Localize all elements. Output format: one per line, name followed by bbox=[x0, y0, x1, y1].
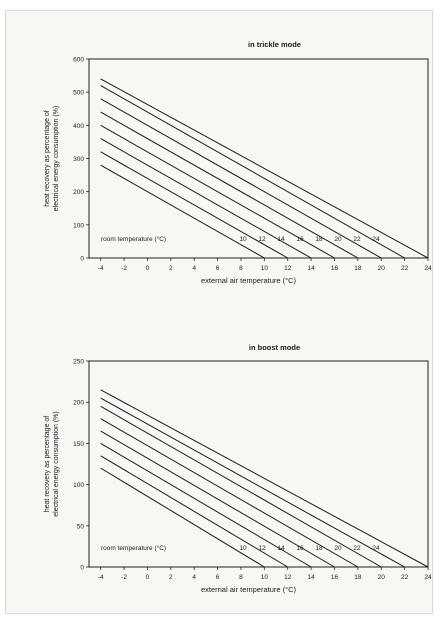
y-tick-label: 100 bbox=[73, 222, 84, 229]
x-tick-label: -2 bbox=[121, 574, 127, 581]
series-label-22: 22 bbox=[353, 545, 361, 552]
chart-title: in boost mode bbox=[249, 343, 300, 352]
y-axis-label-line-2: electrical energy consumption (%) bbox=[53, 411, 60, 516]
series-label-24: 24 bbox=[372, 236, 380, 243]
x-tick-label: -2 bbox=[121, 265, 127, 272]
series-line-14 bbox=[100, 442, 312, 568]
x-tick-label: 22 bbox=[401, 265, 409, 272]
series-label-10: 10 bbox=[239, 236, 247, 243]
y-axis-label-line-1: heat recovery as percentage of bbox=[44, 110, 51, 207]
series-line-18 bbox=[100, 418, 359, 568]
room-temperature-annotation: room temperature (°C) bbox=[101, 544, 166, 552]
series-label-18: 18 bbox=[315, 236, 323, 243]
series-label-16: 16 bbox=[296, 236, 304, 243]
x-tick-label: 18 bbox=[354, 265, 362, 272]
y-tick-label: 400 bbox=[73, 123, 84, 130]
x-tick-label: -4 bbox=[98, 265, 104, 272]
chart-sheet: in trickle mode 0 100 200 300 400 500 600 -4 -2 0 2… bbox=[5, 10, 433, 614]
plot-frame bbox=[88, 360, 429, 568]
x-tick-label: -4 bbox=[98, 574, 104, 581]
y-axis-label-line-1: heat recovery as percentage of bbox=[44, 416, 51, 513]
series-line-10 bbox=[100, 164, 265, 259]
series-line-16 bbox=[100, 124, 335, 259]
y-tick-label: 500 bbox=[73, 90, 84, 97]
series-line-20 bbox=[100, 405, 382, 568]
series-label-20: 20 bbox=[334, 545, 342, 552]
series-label-22: 22 bbox=[353, 236, 361, 243]
y-tick-label: 200 bbox=[73, 400, 84, 407]
x-tick-label: 22 bbox=[401, 574, 409, 581]
series-line-22 bbox=[100, 85, 405, 259]
x-tick-label: 18 bbox=[354, 574, 362, 581]
y-tick-label: 0 bbox=[80, 565, 84, 572]
y-tick-label: 0 bbox=[80, 256, 84, 263]
chart-title: in trickle mode bbox=[248, 40, 301, 49]
x-tick-label: 0 bbox=[146, 574, 150, 581]
series-line-12 bbox=[100, 455, 288, 568]
series-label-20: 20 bbox=[334, 236, 342, 243]
x-tick-label: 20 bbox=[378, 265, 386, 272]
x-tick-label: 2 bbox=[169, 265, 173, 272]
room-temperature-annotation: room temperature (°C) bbox=[101, 235, 166, 243]
series-line-20 bbox=[100, 98, 382, 259]
x-tick-label: 12 bbox=[284, 265, 292, 272]
x-tick-label: 0 bbox=[146, 265, 150, 272]
x-tick-label: 16 bbox=[331, 574, 339, 581]
x-tick-label: 6 bbox=[216, 574, 220, 581]
x-tick-label: 6 bbox=[216, 265, 220, 272]
x-tick-label: 10 bbox=[261, 574, 269, 581]
series-line-24 bbox=[100, 78, 429, 259]
series-label-18: 18 bbox=[315, 545, 323, 552]
x-tick-label: 8 bbox=[239, 265, 243, 272]
series-line-10 bbox=[100, 467, 265, 568]
y-axis-label: heat recovery as percentage of electrical… bbox=[44, 106, 60, 211]
y-tick-label: 150 bbox=[73, 441, 84, 448]
y-axis-label-line-2: electrical energy consumption (%) bbox=[53, 106, 60, 211]
series-line-22 bbox=[100, 397, 405, 568]
series-label-10: 10 bbox=[239, 545, 247, 552]
series-line-24 bbox=[100, 389, 429, 568]
x-tick-label: 8 bbox=[239, 574, 243, 581]
series-label-12: 12 bbox=[258, 236, 266, 243]
y-tick-label: 50 bbox=[77, 523, 85, 530]
series-label-14: 14 bbox=[277, 545, 285, 552]
x-tick-label: 12 bbox=[284, 574, 292, 581]
series-line-18 bbox=[100, 111, 359, 259]
y-tick-label: 100 bbox=[73, 482, 84, 489]
series-label-24: 24 bbox=[372, 545, 380, 552]
x-tick-label: 24 bbox=[424, 265, 432, 272]
y-tick-label: 200 bbox=[73, 189, 84, 196]
x-axis-label: external air temperature (°C) bbox=[201, 276, 297, 285]
series-label-14: 14 bbox=[277, 236, 285, 243]
x-tick-label: 16 bbox=[331, 265, 339, 272]
series-label-16: 16 bbox=[296, 545, 304, 552]
x-tick-label: 10 bbox=[261, 265, 269, 272]
y-tick-label: 250 bbox=[73, 359, 84, 366]
x-axis-label: external air temperature (°C) bbox=[201, 585, 297, 594]
series-line-12 bbox=[100, 151, 288, 259]
x-tick-label: 2 bbox=[169, 574, 173, 581]
series-line-14 bbox=[100, 138, 312, 259]
y-axis-label: heat recovery as percentage of electrical… bbox=[44, 411, 60, 516]
x-tick-label: 14 bbox=[307, 265, 315, 272]
series-label-12: 12 bbox=[258, 545, 266, 552]
x-tick-label: 4 bbox=[192, 265, 196, 272]
y-tick-label: 300 bbox=[73, 156, 84, 163]
x-tick-label: 4 bbox=[192, 574, 196, 581]
x-tick-label: 20 bbox=[378, 574, 386, 581]
chart-1: in trickle mode 0 100 200 300 400 500 600 -4 -2 0 2… bbox=[44, 40, 432, 285]
y-tick-label: 600 bbox=[73, 57, 84, 64]
x-tick-label: 24 bbox=[424, 574, 432, 581]
x-tick-label: 14 bbox=[307, 574, 315, 581]
series-line-16 bbox=[100, 430, 335, 568]
